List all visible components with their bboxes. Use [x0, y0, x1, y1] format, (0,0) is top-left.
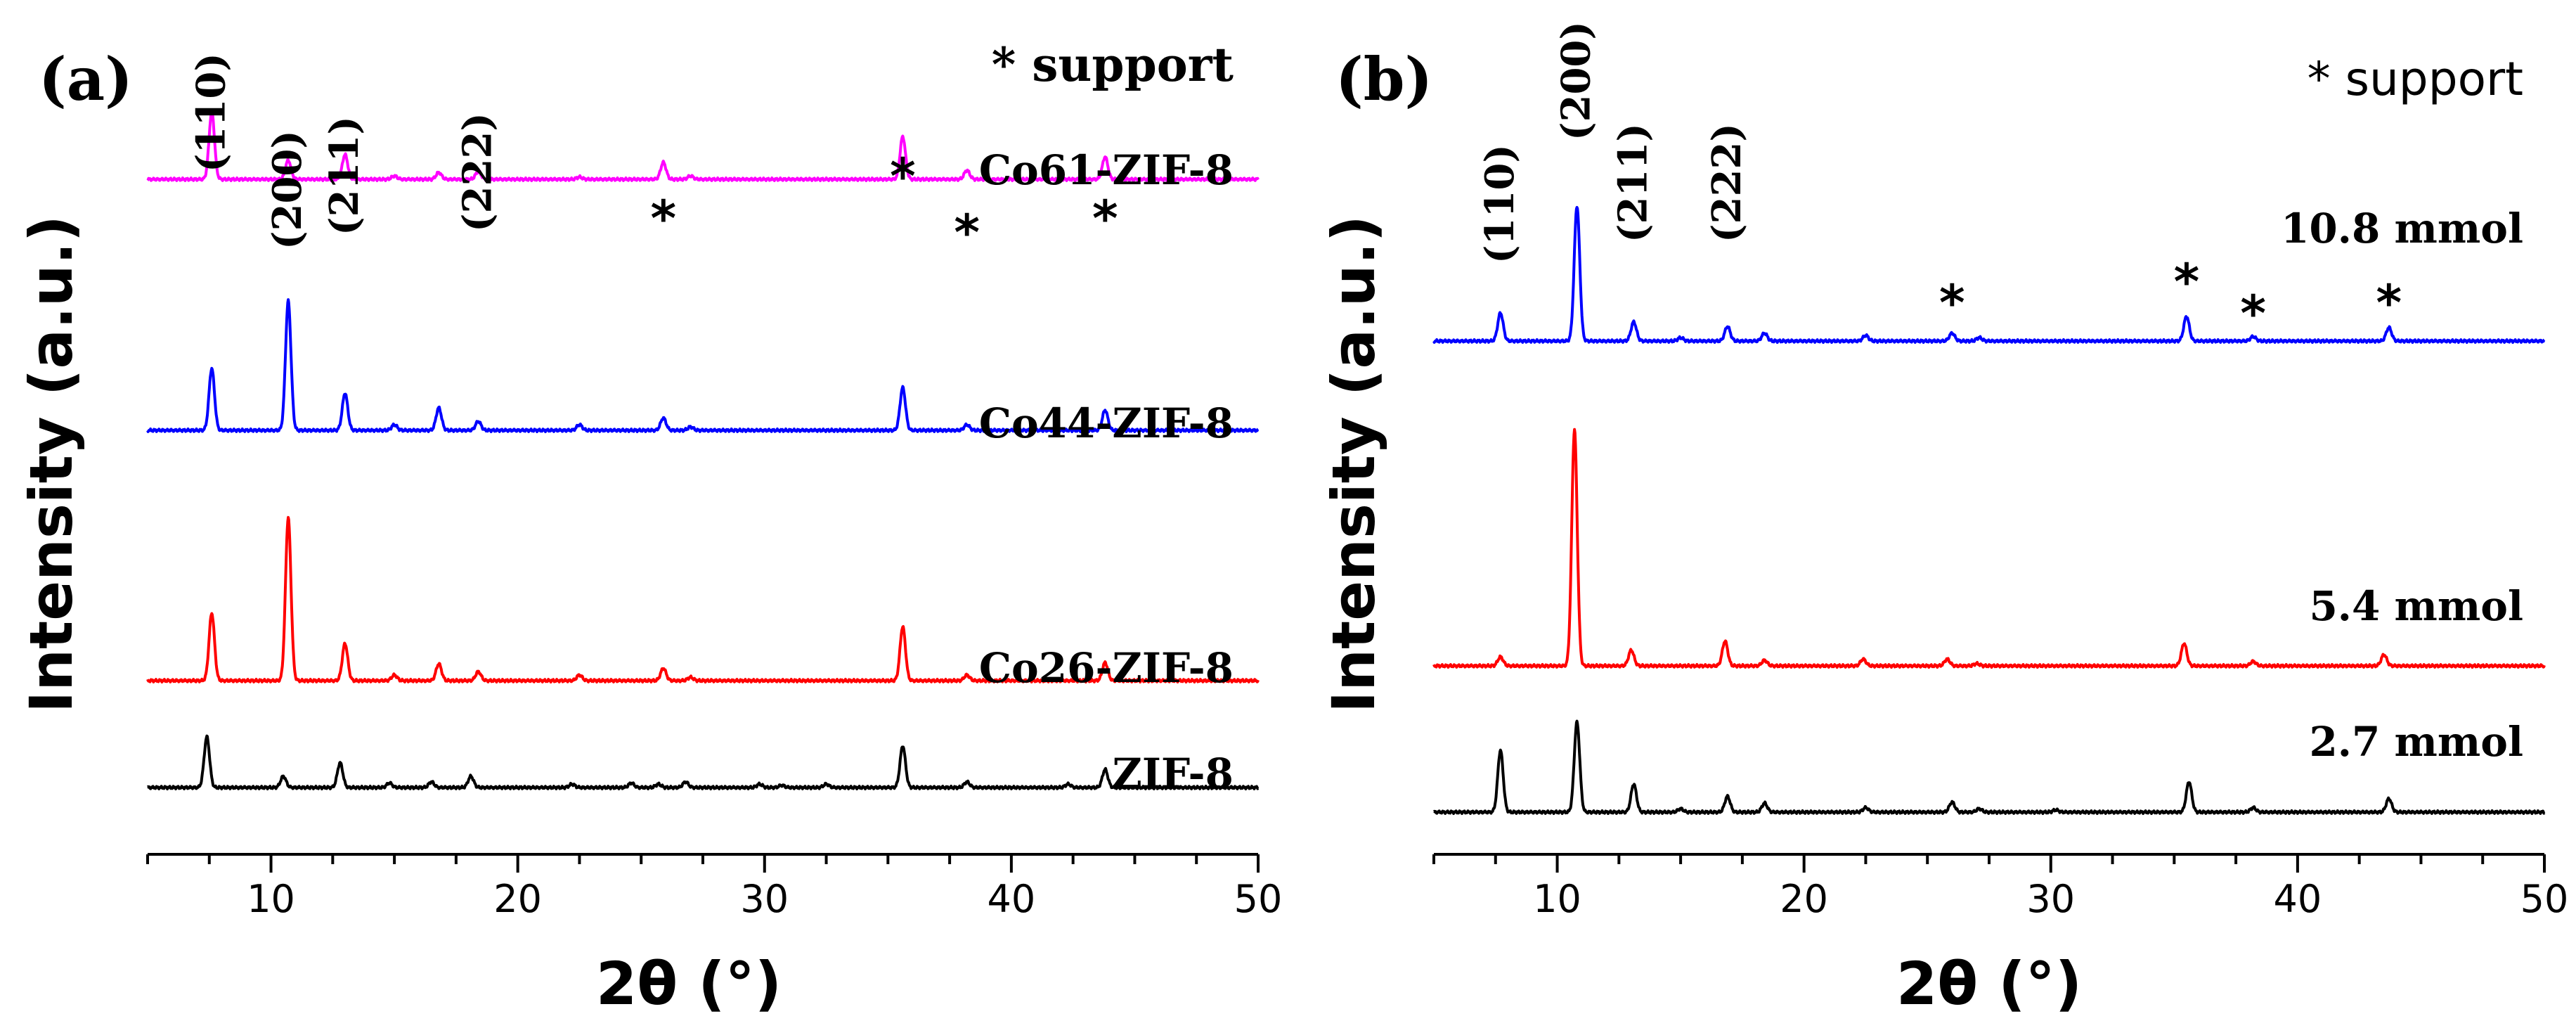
support-star-annotation: * [2174, 253, 2200, 311]
miller-index-annotation: (211) [1610, 123, 1656, 243]
miller-index-annotation: (110) [1477, 144, 1523, 264]
support-star-annotation: * [1092, 190, 1118, 248]
x-tick-label: 50 [2520, 877, 2569, 921]
support-star-annotation: * [2240, 285, 2266, 342]
series-label-co26: Co26-ZIF-8 [979, 644, 1234, 692]
panel-b-y-label: Intensity (a.u.) [1319, 215, 1388, 713]
x-tick-label: 30 [2026, 877, 2075, 921]
miller-index-annotation: (211) [321, 116, 368, 236]
panel-a-support-note: * support [992, 37, 1234, 92]
panel-b-label: (b) [1335, 44, 1432, 114]
x-tick-label: 50 [1234, 877, 1283, 921]
panel-b-series [1432, 205, 2546, 815]
miller-index-annotation: (200) [1553, 21, 1600, 141]
x-tick-label: 10 [247, 877, 295, 921]
x-tick-label: 10 [1533, 877, 1581, 921]
panel-b-support-note: * support [2308, 52, 2523, 106]
x-tick-label: 40 [2274, 877, 2322, 921]
panel-a-y-label: Intensity (a.u.) [17, 215, 86, 713]
panel-a-ticks: 10 20 30 40 50 [146, 854, 1283, 921]
panel-a-annotations: (110) (200) (211) (222) * * * * [188, 53, 1118, 262]
panel-b: (b) * support 10 20 30 40 50 (110) (200)(211)… [1319, 21, 2568, 1018]
series-line-2-7-mmol [1432, 719, 2546, 815]
panel-a-label: (a) [39, 44, 133, 114]
miller-index-annotation: (222) [454, 113, 500, 232]
series-label-5-4-mmol: 5.4 mmol [2309, 582, 2523, 630]
series-line-zif-8 [146, 734, 1260, 790]
support-star-annotation: * [651, 190, 677, 248]
series-line-5-4-mmol [1432, 428, 2546, 669]
panel-b-x-label: 2θ (°) [1896, 949, 2082, 1018]
panel-a-x-label: 2θ (°) [596, 949, 782, 1018]
miller-index-annotation: (222) [1704, 123, 1750, 243]
series-label-10-8-mmol: 10.8 mmol [2281, 205, 2523, 252]
x-tick-label: 40 [988, 877, 1036, 921]
support-star-annotation: * [954, 204, 980, 262]
support-star-annotation: * [2376, 274, 2402, 332]
series-line-co61-zif-8 [146, 109, 1260, 182]
series-label-zif8: ZIF-8 [1113, 750, 1234, 797]
series-label-2-7-mmol: 2.7 mmol [2309, 718, 2523, 766]
x-tick-label: 30 [740, 877, 789, 921]
support-star-annotation: * [1939, 274, 1965, 332]
panel-b-annotations: (110) (200)(211) (222) * * * * [1477, 21, 2402, 342]
x-tick-label: 20 [1780, 877, 1828, 921]
series-line-co44-zif-8 [146, 298, 1260, 433]
series-label-co61: Co61-ZIF-8 [979, 146, 1234, 194]
panel-b-ticks: 10 20 30 40 50 [1432, 854, 2569, 921]
series-label-co44: Co44-ZIF-8 [979, 399, 1234, 447]
series-line-co26-zif-8 [146, 515, 1260, 683]
support-star-annotation: * [890, 148, 916, 205]
series-line-10-8-mmol [1432, 205, 2546, 344]
panel-a: (a) * support 10 20 30 40 50 (110) (200) (211)… [17, 37, 1282, 1018]
panel-a-series [146, 109, 1260, 790]
miller-index-annotation: (200) [264, 130, 311, 250]
x-tick-label: 20 [493, 877, 542, 921]
miller-index-annotation: (110) [188, 53, 234, 172]
